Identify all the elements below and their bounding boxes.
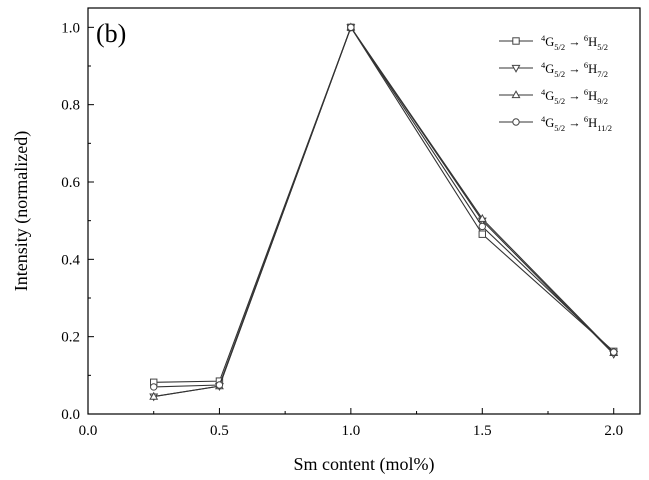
series-line: [153, 26, 615, 388]
data-point: [478, 222, 486, 231]
legend-label: 4G5/2 → 6H5/2: [541, 33, 608, 52]
plot-frame: [87, 7, 641, 415]
series-layer: [149, 22, 619, 402]
x-tick-label: 1.5: [473, 423, 492, 439]
data-point: [215, 381, 224, 389]
x-axis: 0.0 0.5 1.0 1.5 2.0: [79, 408, 623, 439]
legend-label: 4G5/2 → 6H11/2: [541, 114, 612, 133]
x-tick-label: 0.0: [79, 423, 98, 439]
data-point: [478, 230, 486, 238]
y-axis: 0.0 0.2 0.4 0.6 0.8 1.0: [61, 20, 94, 423]
legend-label: 4G5/2 → 6H7/2: [541, 60, 608, 79]
legend-item: 4G5/2 → 6H7/2: [499, 60, 608, 79]
plot-border: [87, 7, 641, 415]
series-2: [149, 24, 619, 402]
y-tick-label: 0.2: [61, 330, 80, 346]
x-tick-label: 2.0: [604, 423, 623, 439]
y-tick-label: 0.6: [61, 175, 80, 191]
legend-item: 4G5/2 → 6H5/2: [499, 33, 608, 52]
legend-item: 4G5/2 → 6H11/2: [499, 114, 612, 133]
y-tick-label: 0.8: [61, 98, 80, 114]
data-point: [477, 213, 487, 222]
data-point: [347, 23, 355, 32]
legend-marker: [511, 64, 521, 73]
data-point: [149, 391, 159, 400]
x-tick-label: 1.0: [341, 423, 360, 439]
series-4: [150, 23, 618, 391]
y-tick-label: 0.0: [61, 407, 80, 423]
x-axis-title: Sm content (mol%): [294, 454, 435, 475]
series-1: [150, 23, 618, 386]
series-line: [153, 26, 615, 398]
legend-marker: [512, 37, 520, 45]
legend-label: 4G5/2 → 6H9/2: [541, 87, 608, 106]
y-tick-label: 1.0: [61, 20, 80, 36]
legend-marker: [512, 118, 520, 126]
series-line: [153, 26, 615, 398]
series-line: [153, 26, 615, 383]
x-tick-label: 0.5: [210, 423, 229, 439]
legend-marker: [511, 90, 521, 99]
legend-item: 4G5/2 → 6H9/2: [499, 87, 608, 106]
y-axis-title: Intensity (normalized): [11, 131, 32, 291]
panel-label: (b): [96, 19, 126, 48]
legend: 4G5/2 → 6H5/2 4G5/2 → 6H7/2 4G5/2 → 6H9/2 4…: [499, 33, 612, 133]
y-tick-label: 0.4: [61, 252, 80, 268]
data-point: [150, 383, 158, 391]
data-point: [610, 348, 618, 356]
